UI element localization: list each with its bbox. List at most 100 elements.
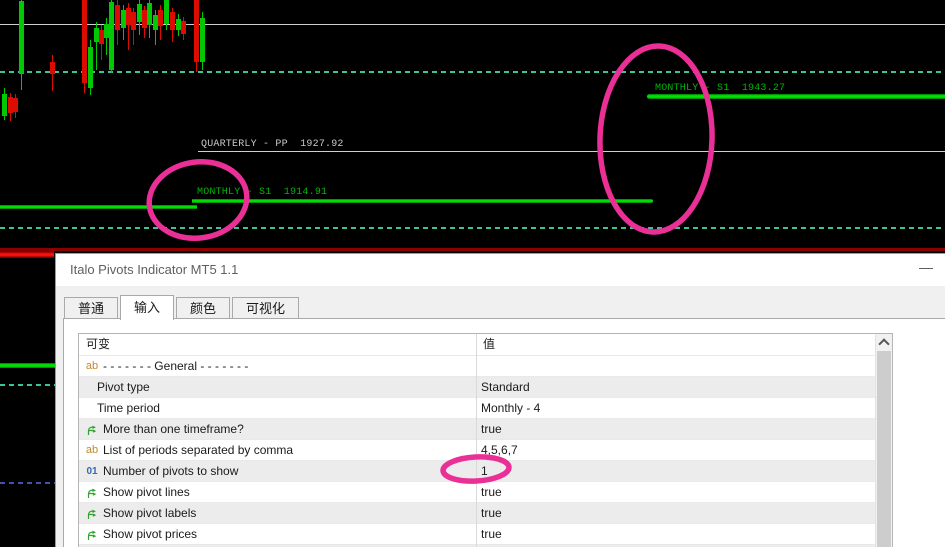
pivot-line-green (647, 94, 945, 99)
string-type-icon: ab (85, 360, 99, 372)
column-divider (476, 334, 477, 547)
tab-general[interactable]: 普通 (64, 297, 119, 319)
tab-inputs[interactable]: 输入 (120, 295, 175, 320)
pivot-line-green (0, 205, 197, 209)
dashed-level-line (0, 227, 945, 229)
enum-type-icon (84, 382, 94, 393)
param-label: Show pivot lines (103, 485, 190, 499)
candle-body (194, 0, 199, 62)
pivot-line-green (0, 363, 55, 368)
price-line-red (0, 251, 54, 258)
param-value[interactable]: 1 (481, 464, 488, 478)
table-rows: ab - - - - - - - General - - - - - - - Piv… (79, 355, 892, 547)
candle-body (19, 1, 24, 74)
candle-body (131, 12, 136, 30)
horizontal-line (198, 151, 945, 152)
candle-body (142, 10, 147, 28)
tab-colors[interactable]: 颜色 (176, 297, 231, 319)
param-row[interactable]: ab - - - - - - - General - - - - - - - (79, 355, 892, 376)
param-label: More than one timeframe? (103, 422, 244, 436)
pivot-line-green (192, 199, 653, 203)
parameters-table: 可变 值 ab - - - - - - - General - - - - - -… (78, 333, 893, 547)
candle-body (50, 62, 55, 74)
candle-body (137, 4, 142, 22)
param-row[interactable]: Show pivot lines true (79, 481, 892, 502)
candle-body (88, 47, 93, 88)
param-row[interactable]: ab List of periods separated by comma 4,5,… (79, 439, 892, 460)
candle-body (99, 30, 104, 44)
inputs-tab-page: 可变 值 ab - - - - - - - General - - - - - -… (63, 318, 945, 547)
scrollbar-thumb[interactable] (877, 351, 891, 547)
dashed-level-line (0, 384, 55, 386)
tab-visualization[interactable]: 可视化 (232, 297, 300, 319)
param-row[interactable]: More than one timeframe? true (79, 418, 892, 439)
pivot-label: MONTHLY - S1 1943.27 (655, 83, 786, 94)
candle-wick (96, 22, 97, 70)
param-row[interactable]: 01 Number of pivots to show 1 (79, 460, 892, 481)
param-value[interactable]: true (481, 527, 502, 541)
table-header: 可变 值 (79, 334, 892, 355)
param-value[interactable]: 4,5,6,7 (481, 443, 518, 457)
pivot-label: MONTHLY - S1 1914.91 (197, 187, 328, 198)
boolean-type-icon (84, 528, 100, 541)
candle-body (147, 3, 152, 25)
candle-body (109, 2, 114, 70)
candle-body (121, 10, 126, 28)
dashed-level-line (0, 482, 55, 484)
chevron-up-icon (878, 338, 890, 350)
candle-body (181, 21, 186, 34)
candle-body (158, 10, 163, 26)
indicator-dialog: Italo Pivots Indicator MT5 1.1 — 普通 输入 颜… (55, 253, 945, 547)
horizontal-line (0, 248, 945, 251)
candle-body (2, 94, 7, 116)
boolean-type-icon (84, 423, 100, 436)
column-header-value: 值 (483, 337, 496, 351)
candle-body (104, 24, 109, 38)
param-label: - - - - - - - General - - - - - - - (103, 359, 249, 373)
dialog-titlebar[interactable]: Italo Pivots Indicator MT5 1.1 — (56, 254, 945, 286)
dashed-level-line (0, 71, 945, 73)
string-type-icon: ab (85, 444, 99, 456)
candle-body (153, 15, 158, 30)
param-label: List of periods separated by comma (103, 443, 294, 457)
param-row (79, 544, 892, 547)
candle-body (176, 19, 181, 30)
param-value[interactable]: Standard (481, 380, 530, 394)
integer-type-icon: 01 (86, 465, 98, 477)
candle-body (82, 0, 87, 83)
candle-body (8, 97, 13, 113)
candle-body (164, 0, 169, 24)
pivot-label: QUARTERLY - PP 1927.92 (201, 139, 344, 150)
param-row[interactable]: Time period Monthly - 4 (79, 397, 892, 418)
param-row[interactable]: Show pivot labels true (79, 502, 892, 523)
param-value[interactable]: true (481, 506, 502, 520)
candle-body (126, 8, 131, 25)
table-scrollbar[interactable] (875, 334, 892, 547)
tab-strip: 普通 输入 颜色 可视化 (56, 286, 945, 320)
param-row[interactable]: Show pivot prices true (79, 523, 892, 544)
column-header-variable: 可变 (86, 337, 111, 351)
minimize-icon[interactable]: — (919, 259, 933, 275)
dialog-title: Italo Pivots Indicator MT5 1.1 (70, 262, 239, 277)
param-row[interactable]: Pivot type Standard (79, 376, 892, 397)
candle-body (94, 28, 99, 42)
candle-body (13, 98, 18, 112)
boolean-type-icon (84, 486, 100, 499)
param-value[interactable]: Monthly - 4 (481, 401, 541, 415)
candle-body (115, 5, 120, 30)
candle-wick (128, 3, 129, 50)
param-value[interactable]: true (481, 422, 502, 436)
candle-body (170, 12, 175, 30)
enum-type-icon (84, 403, 94, 414)
horizontal-line (0, 24, 945, 25)
param-label: Time period (97, 401, 160, 415)
param-label: Number of pivots to show (103, 464, 239, 478)
param-label: Show pivot prices (103, 527, 198, 541)
param-label: Show pivot labels (103, 506, 197, 520)
param-value[interactable]: true (481, 485, 502, 499)
candle-body (200, 18, 205, 62)
boolean-type-icon (84, 507, 100, 520)
param-label: Pivot type (97, 380, 150, 394)
